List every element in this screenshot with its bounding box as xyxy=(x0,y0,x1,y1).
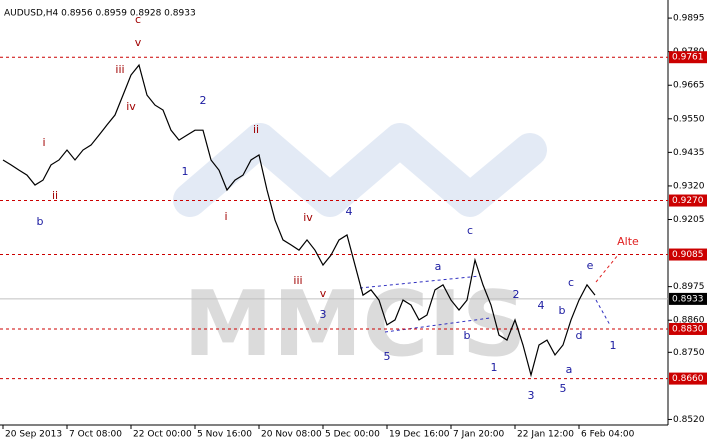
wave-label: 2 xyxy=(513,288,520,301)
channel-line xyxy=(359,275,481,289)
level-label-box xyxy=(669,372,707,385)
x-tick-label: 22 Oct 00:00 xyxy=(133,430,192,440)
price-line xyxy=(2,63,596,378)
x-tick-label: 5 Nov 16:00 xyxy=(197,430,252,440)
wave-label: b xyxy=(464,329,471,342)
x-tick-label: 6 Feb 04:00 xyxy=(581,430,635,440)
wave-label: a xyxy=(566,363,573,376)
x-tick-label: 19 Dec 16:00 xyxy=(389,430,450,440)
y-tick-label: 0.9895 xyxy=(673,14,705,24)
current-price-box xyxy=(669,292,707,305)
level-label-box xyxy=(669,322,707,335)
wave-label: a xyxy=(435,260,442,273)
wave-label: iii xyxy=(115,63,124,76)
wave-label: c xyxy=(135,13,141,26)
level-label-box xyxy=(669,248,707,261)
level-label-box xyxy=(669,194,707,207)
wave-label: Alte xyxy=(617,235,639,248)
y-tick-label: 0.8520 xyxy=(673,415,705,425)
level-label: 0.9761 xyxy=(672,53,704,63)
y-tick-label: 0.8975 xyxy=(673,282,705,292)
x-tick-label: 22 Jan 12:00 xyxy=(517,430,574,440)
y-tick-label: 0.9550 xyxy=(673,114,705,124)
level-label: 0.8660 xyxy=(672,374,704,384)
wave-label: ii xyxy=(52,189,58,202)
wave-label: 1 xyxy=(182,165,189,178)
wave-label: 4 xyxy=(538,299,545,312)
wave-label: 5 xyxy=(384,350,391,363)
x-tick-label: 7 Oct 08:00 xyxy=(69,430,122,440)
wave-label: iv xyxy=(126,100,136,113)
x-tick-label: 20 Sep 2013 xyxy=(5,430,62,440)
wave-label: i xyxy=(42,136,45,149)
level-label: 0.9085 xyxy=(672,250,704,260)
wave-label: d xyxy=(576,329,583,342)
x-tick-label: 7 Jan 20:00 xyxy=(453,430,505,440)
wave-label: e xyxy=(587,259,594,272)
projection-line xyxy=(595,299,611,326)
wave-label: ii xyxy=(253,123,259,136)
x-tick-label: 20 Nov 08:00 xyxy=(261,430,322,440)
wave-label: 1 xyxy=(491,361,498,374)
wave-label: iv xyxy=(303,211,313,224)
y-tick-label: 0.9320 xyxy=(673,181,705,191)
wave-label: b xyxy=(559,304,566,317)
wave-label: 2 xyxy=(200,94,207,107)
wave-label: b xyxy=(37,215,44,228)
level-label: 0.8830 xyxy=(672,324,704,334)
watermark-text: MMCIS xyxy=(183,272,526,377)
wave-label: v xyxy=(320,287,327,300)
wave-label: i xyxy=(224,210,227,223)
chart-title: AUDUSD,H4 0.8956 0.8959 0.8928 0.8933 xyxy=(4,9,196,19)
wave-label: 3 xyxy=(320,308,327,321)
y-tick-label: 0.8750 xyxy=(673,348,705,358)
wave-label: v xyxy=(135,36,142,49)
wave-label: c xyxy=(467,224,473,237)
wave-label: 4 xyxy=(346,205,353,218)
current-price-label: 0.8933 xyxy=(672,294,704,304)
y-tick-label: 0.8860 xyxy=(673,316,705,326)
wave-label: 5 xyxy=(560,382,567,395)
y-tick-label: 0.9435 xyxy=(673,148,705,158)
y-tick-label: 0.9665 xyxy=(673,81,705,91)
level-label: 0.9270 xyxy=(672,196,704,206)
level-label-box xyxy=(669,51,707,64)
watermark-logo xyxy=(173,123,547,217)
wave-label: 1 xyxy=(610,339,617,352)
wave-label: c xyxy=(568,276,574,289)
y-tick-label: 0.9205 xyxy=(673,215,705,225)
wave-label: 3 xyxy=(528,389,535,402)
x-tick-label: 5 Dec 00:00 xyxy=(325,430,380,440)
wave-label: iii xyxy=(293,274,302,287)
